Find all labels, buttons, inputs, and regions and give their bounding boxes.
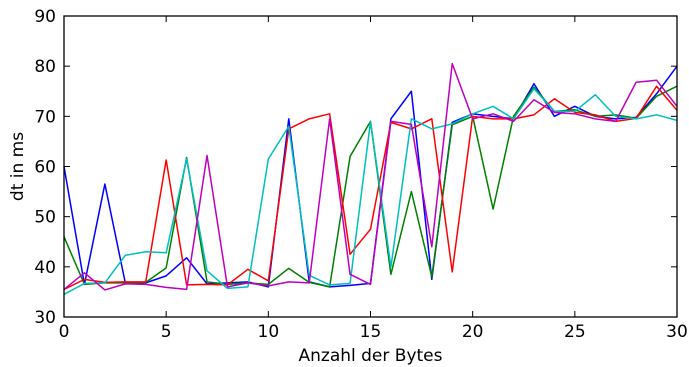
y-tick-label: 90	[34, 7, 56, 27]
y-tick-label: 80	[34, 57, 56, 77]
x-tick-label: 10	[258, 322, 280, 342]
y-tick-label: 60	[34, 158, 56, 178]
x-tick-label: 20	[462, 322, 484, 342]
y-tick-label: 30	[34, 308, 56, 328]
y-tick-label: 40	[34, 258, 56, 278]
x-axis-label: Anzahl der Bytes	[299, 346, 443, 366]
series-line-4	[63, 87, 678, 296]
x-tick-label: 15	[360, 322, 382, 342]
x-tick-label: 0	[59, 322, 70, 342]
axis-tick-labels: 0 5 10 15 20 25 30 30 40 50 60 70 80 90	[34, 7, 687, 342]
x-tick-label: 5	[161, 322, 172, 342]
x-tick-label: 30	[666, 322, 688, 342]
series-line-5	[63, 62, 678, 291]
axis-ticks	[63, 15, 678, 318]
y-tick-label: 70	[34, 107, 56, 127]
y-axis-label: dt in ms	[8, 132, 28, 201]
series-line-3	[63, 85, 678, 291]
y-tick-label: 50	[34, 208, 56, 228]
plot-frame	[63, 15, 678, 318]
series-line-1	[63, 65, 678, 288]
x-tick-label: 25	[564, 322, 586, 342]
plot-lines	[63, 62, 678, 296]
